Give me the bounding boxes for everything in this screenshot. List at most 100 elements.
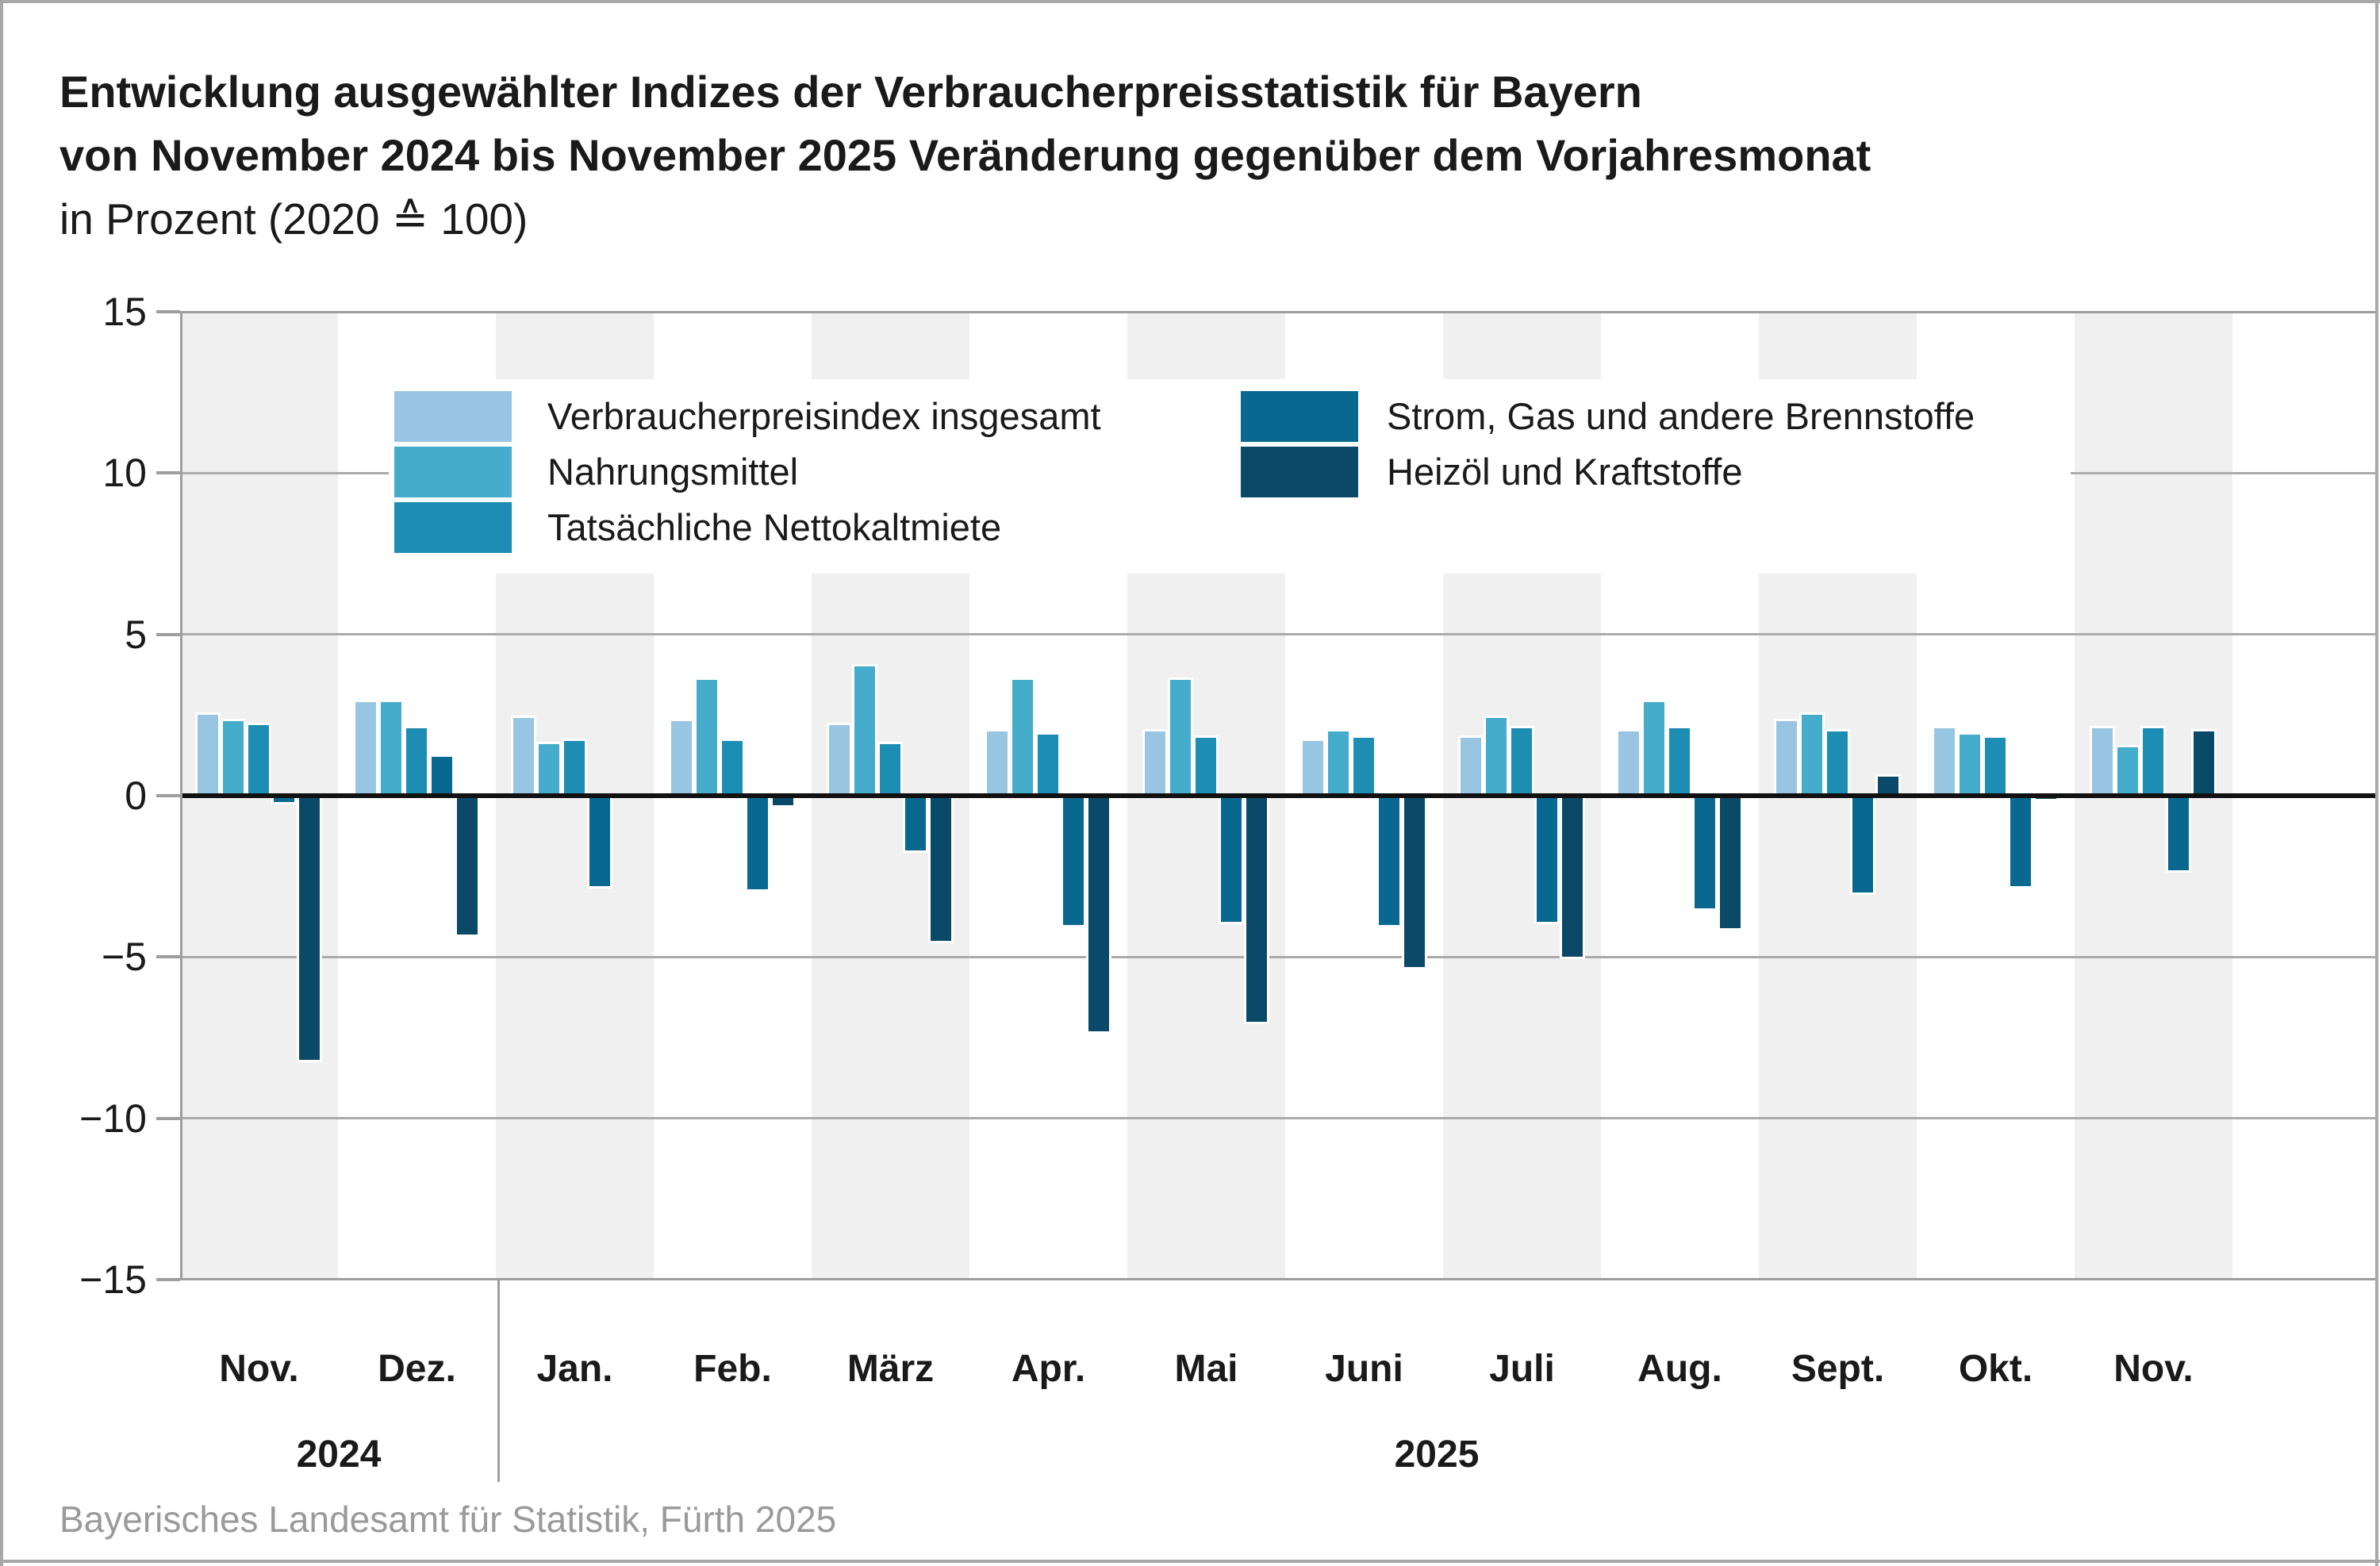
bar-Sept-series1 — [1774, 719, 1799, 798]
y-tick-5 — [156, 633, 180, 636]
bar-Juli-series5 — [1560, 793, 1585, 959]
bar-Juli-series2 — [1484, 716, 1509, 798]
month-label-Jan: Jan. — [536, 1348, 613, 1390]
bar-Sept-series3 — [1825, 729, 1850, 798]
bar-Aug-series2 — [1641, 700, 1667, 798]
bar-März-series3 — [877, 742, 903, 798]
y-tick--15 — [156, 1278, 180, 1281]
bar-Apr-series5 — [1086, 793, 1111, 1034]
legend-label-verbraucherpreisindex: Verbraucherpreisindex insgesamt — [547, 395, 1101, 437]
legend-swatch-verbraucherpreisindex — [394, 391, 512, 442]
bar-Dez-series1 — [353, 700, 378, 798]
y-tick-label--15: −15 — [79, 1257, 147, 1302]
y-tick-label-15: 15 — [102, 290, 147, 334]
legend-swatch-nahrungsmittel — [394, 447, 512, 497]
plot-frame-top — [180, 311, 2375, 313]
bar-Apr-series3 — [1035, 732, 1061, 798]
chart-title-line1: Entwicklung ausgewählter Indizes der Ver… — [60, 67, 1642, 117]
month-label-Sept: Sept. — [1791, 1348, 1885, 1390]
bar-Nov-series1 — [2090, 726, 2115, 798]
image-border-left — [0, 0, 3, 1566]
bar-März-series4 — [903, 793, 928, 853]
bar-Juni-series1 — [1300, 739, 1326, 798]
bar-Juni-series4 — [1376, 793, 1402, 927]
bar-März-series5 — [928, 793, 954, 943]
month-label-Okt: Okt. — [1958, 1348, 2033, 1390]
bar-Juli-series3 — [1509, 726, 1534, 798]
image-border-top — [0, 0, 2380, 3]
month-label-Dez: Dez. — [378, 1348, 456, 1390]
plot-frame-left — [180, 312, 182, 1280]
bar-Okt-series1 — [1932, 726, 1957, 798]
legend-label-nettokaltmiete: Tatsächliche Nettokaltmiete — [547, 506, 1002, 548]
y-tick-label-0: 0 — [125, 773, 147, 818]
bar-Jan-series2 — [536, 742, 562, 798]
bar-Mai-series2 — [1168, 677, 1193, 798]
year-label-2024: 2024 — [296, 1434, 382, 1476]
bar-Jan-series1 — [511, 716, 536, 798]
bar-Mai-series4 — [1219, 793, 1244, 924]
y-tick-10 — [156, 471, 180, 474]
month-label-Apr: Apr. — [1011, 1348, 1086, 1390]
bar-Nov-series3 — [246, 723, 271, 798]
legend-label-strom-gas: Strom, Gas und andere Brennstoffe — [1387, 395, 1975, 437]
bar-Sept-series5 — [1875, 774, 1901, 798]
month-label-März: März — [846, 1348, 935, 1390]
month-label-Mai: Mai — [1174, 1348, 1238, 1390]
zero-line — [180, 793, 2375, 798]
month-label-Nov: Nov. — [219, 1348, 299, 1390]
bar-Okt-series3 — [1983, 735, 2008, 798]
bar-Feb-series4 — [745, 793, 770, 892]
bar-Juli-series1 — [1458, 735, 1484, 798]
gridline--5 — [180, 956, 2375, 958]
chart-title-line2: von November 2024 bis November 2025 Verä… — [60, 130, 1871, 180]
bar-März-series1 — [827, 723, 852, 798]
bar-Feb-series5 — [770, 793, 796, 808]
month-label-Feb: Feb. — [693, 1348, 772, 1390]
y-tick-15 — [156, 310, 180, 313]
y-tick-0 — [156, 794, 180, 797]
bar-Juni-series2 — [1326, 729, 1351, 798]
legend-label-nahrungsmittel: Nahrungsmittel — [547, 451, 799, 493]
bar-Aug-series3 — [1667, 726, 1692, 798]
bar-Apr-series1 — [985, 729, 1010, 798]
bar-Mai-series1 — [1142, 729, 1168, 798]
source-attribution: Bayerisches Landesamt für Statistik, Für… — [60, 1499, 837, 1540]
y-tick-label--10: −10 — [79, 1096, 147, 1141]
bar-Mai-series3 — [1193, 735, 1219, 798]
month-label-Juni: Juni — [1325, 1348, 1403, 1390]
bar-Sept-series2 — [1799, 712, 1825, 798]
month-label-Juli: Juli — [1489, 1348, 1555, 1390]
image-border-right — [2375, 0, 2378, 1566]
bar-Okt-series2 — [1957, 732, 1983, 798]
bar-Dez-series5 — [455, 793, 480, 937]
month-label-Nov: Nov. — [2113, 1348, 2194, 1390]
bar-Apr-series2 — [1010, 677, 1035, 798]
bar-Dez-series2 — [378, 700, 404, 798]
plot-frame-bottom — [180, 1278, 2375, 1280]
bar-Apr-series4 — [1061, 793, 1086, 927]
legend: Verbraucherpreisindex insgesamt Nahrungs… — [389, 379, 2071, 574]
legend-swatch-nettokaltmiete — [394, 502, 512, 553]
bar-Jan-series4 — [587, 793, 612, 889]
bar-Dez-series3 — [404, 726, 429, 798]
bar-Nov-series2 — [221, 719, 246, 798]
y-tick--10 — [156, 1117, 180, 1120]
bar-März-series2 — [852, 664, 877, 798]
y-tick-label-10: 10 — [102, 451, 147, 495]
bar-Sept-series4 — [1850, 793, 1875, 895]
bar-Nov-series4 — [271, 793, 297, 804]
bar-Dez-series4 — [429, 754, 455, 798]
bar-Mai-series5 — [1244, 793, 1269, 1024]
bar-Nov-series5 — [297, 793, 322, 1062]
bar-Nov-series4 — [2166, 793, 2191, 873]
legend-label-heizoel: Heizöl und Kraftstoffe — [1387, 451, 1743, 493]
bar-Feb-series1 — [669, 719, 694, 798]
bar-Feb-series2 — [694, 677, 720, 798]
chart-title: Entwicklung ausgewählter Indizes der Ver… — [60, 60, 1871, 251]
year-label-2025: 2025 — [1394, 1434, 1480, 1476]
legend-swatch-heizoel — [1241, 447, 1358, 497]
y-tick-label-5: 5 — [125, 612, 147, 657]
bar-Aug-series5 — [1718, 793, 1743, 931]
bar-Nov-series3 — [2140, 726, 2166, 798]
